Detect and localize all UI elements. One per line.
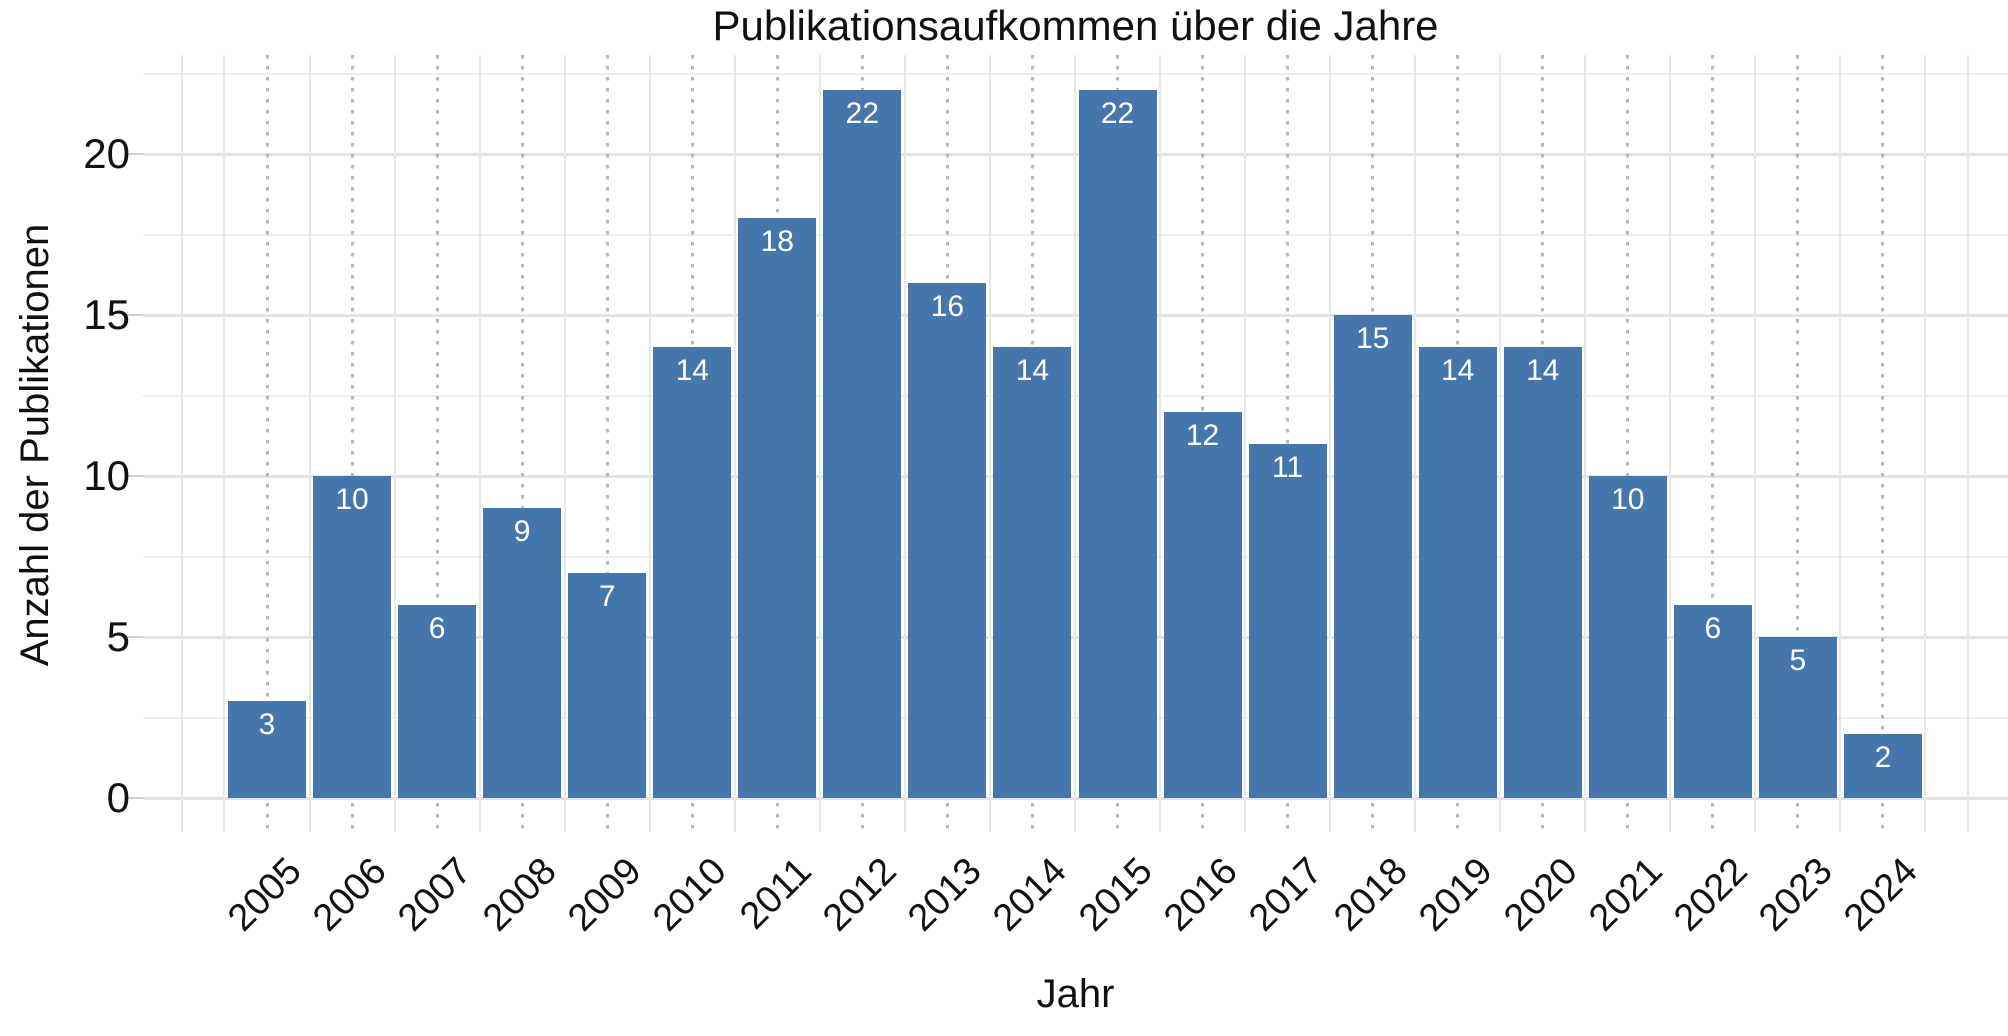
bar-2010: [653, 347, 732, 798]
bar-value-label: 6: [428, 611, 446, 645]
gridline-vertical-dotted: [1626, 55, 1630, 832]
bar-value-label: 14: [675, 354, 709, 388]
gridline-vertical-minor: [393, 55, 396, 832]
gridline-vertical-minor: [1073, 55, 1076, 832]
bar-value-label: 9: [513, 515, 531, 549]
bar-2007: [398, 604, 477, 798]
gridline-vertical-minor: [563, 55, 566, 832]
x-axis-title: Jahr: [1036, 972, 1115, 1016]
y-axis-title: Anzahl der Publikationen: [13, 223, 57, 667]
gridline-vertical-minor: [1414, 55, 1417, 832]
gridline-vertical-dotted: [265, 55, 269, 832]
bar-value-label: 10: [335, 483, 369, 516]
chart-title: Publikationsaufkommen über die Jahre: [712, 2, 1439, 49]
gridline-vertical-dotted: [1796, 55, 1800, 832]
gridline-vertical-minor: [478, 55, 481, 832]
bar-value-label: 3: [258, 708, 276, 742]
bar-value-label: 7: [598, 579, 616, 613]
bar-2005: [228, 701, 306, 798]
bar-value-label: 16: [930, 289, 965, 323]
bar-2015: [1078, 89, 1157, 798]
gridline-vertical-dotted: [1286, 55, 1290, 832]
y-tick-mark: [126, 314, 143, 316]
bar-2011: [738, 218, 817, 798]
bar-2006: [313, 476, 392, 798]
y-tick-label: 0: [106, 774, 130, 821]
gridline-vertical-minor: [1244, 55, 1247, 832]
bar-value-label: 10: [1611, 483, 1645, 516]
bar-value-label: 14: [1015, 354, 1050, 388]
bar-2021: [1588, 476, 1667, 798]
y-tick-label: 15: [83, 291, 130, 338]
bar-value-label: 14: [1526, 354, 1560, 388]
gridline-vertical-minor: [1669, 55, 1672, 832]
bar-2019: [1418, 347, 1497, 798]
gridline-vertical-minor: [1839, 55, 1842, 832]
y-tick-mark: [126, 797, 143, 799]
bar-2022: [1673, 604, 1752, 798]
gridline-vertical-minor: [1967, 55, 1969, 832]
bar-value-label: 18: [760, 225, 794, 259]
y-tick-mark: [126, 475, 143, 477]
gridline-vertical-minor: [818, 55, 821, 832]
gridline-vertical-minor: [1329, 55, 1332, 832]
gridline-vertical-dotted: [1711, 55, 1715, 832]
y-tick-label: 5: [106, 613, 130, 660]
y-tick-label: 20: [83, 130, 130, 177]
bar-value-label: 22: [1100, 96, 1135, 130]
bar-2008: [483, 508, 562, 798]
bar-value-label: 12: [1185, 418, 1220, 452]
gridline-vertical-minor: [308, 55, 311, 832]
bar-2024: [1843, 733, 1922, 798]
y-tick-mark: [126, 636, 143, 638]
bar-value-label: 6: [1704, 611, 1722, 645]
bar-2020: [1503, 347, 1582, 798]
gridline-vertical-minor: [1584, 55, 1587, 832]
bar-2014: [993, 347, 1072, 798]
bar-2013: [908, 282, 987, 798]
gridline-vertical-dotted: [605, 55, 609, 832]
bar-value-label: 11: [1272, 450, 1304, 484]
gridline-vertical-dotted: [520, 55, 524, 832]
y-tick-label: 10: [83, 452, 130, 499]
bar-value-label: 15: [1355, 322, 1390, 355]
gridline-vertical-minor: [903, 55, 906, 832]
bar-2023: [1758, 637, 1837, 798]
bar-2009: [568, 572, 647, 798]
bar-2017: [1248, 443, 1327, 798]
gridline-vertical-minor: [1159, 55, 1162, 832]
gridline-vertical-dotted: [1881, 55, 1885, 832]
bar-2018: [1333, 315, 1412, 798]
gridline-vertical-minor: [1499, 55, 1502, 832]
gridline-vertical-dotted: [350, 55, 354, 832]
bar-value-label: 5: [1789, 644, 1807, 677]
y-tick-mark: [126, 153, 143, 155]
bar-2012: [823, 89, 902, 798]
bar-value-label: 22: [845, 96, 880, 130]
gridline-vertical-minor: [648, 55, 651, 832]
gridline-vertical-minor: [1754, 55, 1757, 832]
gridline-vertical-minor: [223, 55, 226, 832]
gridline-vertical-minor: [1924, 55, 1927, 832]
gridline-vertical-dotted: [435, 55, 439, 832]
gridline-vertical-minor: [180, 55, 183, 832]
bar-2016: [1163, 411, 1242, 798]
gridline-vertical-minor: [733, 55, 736, 832]
bar-value-label: 2: [1874, 740, 1892, 774]
bar-value-label: 14: [1441, 354, 1475, 388]
gridline-vertical-minor: [988, 55, 991, 832]
